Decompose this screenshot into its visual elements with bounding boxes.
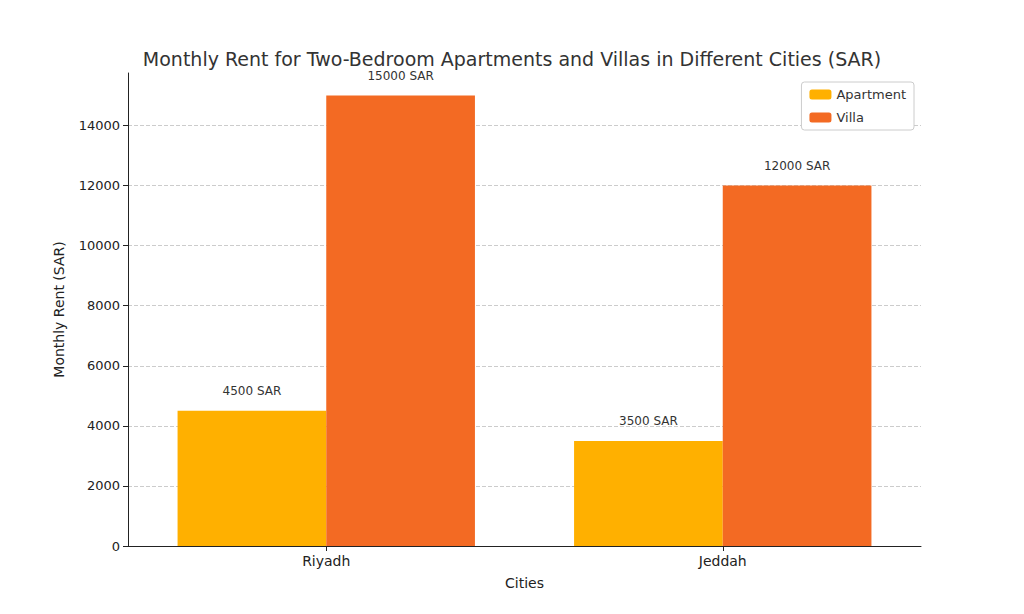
svg-text:10000: 10000 [79,238,120,253]
svg-text:Monthly Rent for Two-Bedroom A: Monthly Rent for Two-Bedroom Apartments … [143,48,881,70]
svg-text:12000 SAR: 12000 SAR [764,159,830,173]
svg-text:0: 0 [112,539,120,554]
svg-text:3500 SAR: 3500 SAR [619,414,678,428]
svg-text:4500 SAR: 4500 SAR [223,384,282,398]
svg-text:4000: 4000 [87,418,120,433]
svg-text:6000: 6000 [87,358,120,373]
svg-text:Jeddah: Jeddah [698,553,747,569]
svg-text:14000: 14000 [79,118,120,133]
svg-text:15000 SAR: 15000 SAR [367,69,433,83]
svg-text:Cities: Cities [505,575,544,591]
svg-text:Riyadh: Riyadh [302,553,350,569]
svg-text:Monthly Rent (SAR): Monthly Rent (SAR) [51,241,67,377]
svg-text:Apartment: Apartment [836,87,906,102]
svg-text:2000: 2000 [87,478,120,493]
svg-text:12000: 12000 [79,178,120,193]
svg-text:8000: 8000 [87,298,120,313]
svg-text:Villa: Villa [836,110,863,125]
